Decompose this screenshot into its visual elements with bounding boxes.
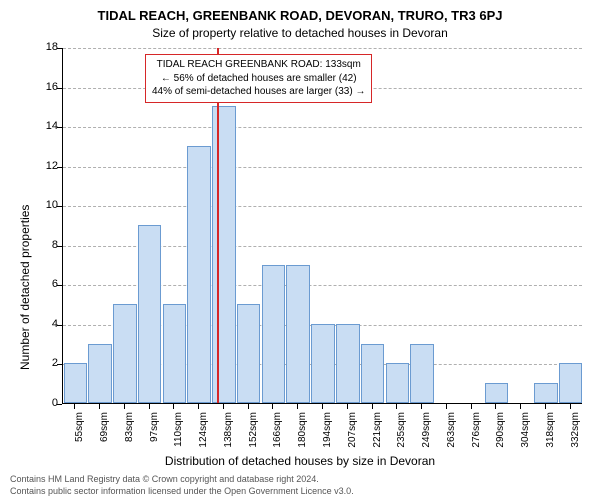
x-tick-mark xyxy=(198,404,199,409)
histogram-bar xyxy=(286,265,310,403)
histogram-bar xyxy=(113,304,137,403)
histogram-bar xyxy=(336,324,360,403)
x-axis-label: Distribution of detached houses by size … xyxy=(0,454,600,468)
histogram-bar xyxy=(262,265,286,403)
x-tick-label: 194sqm xyxy=(322,412,333,452)
y-tick-label: 18 xyxy=(28,41,58,53)
x-tick-mark xyxy=(446,404,447,409)
x-tick-label: 276sqm xyxy=(471,412,482,452)
grid-line xyxy=(63,48,582,49)
y-tick-label: 2 xyxy=(28,357,58,369)
grid-line xyxy=(63,127,582,128)
x-tick-mark xyxy=(396,404,397,409)
y-tick-label: 16 xyxy=(28,81,58,93)
y-tick-label: 14 xyxy=(28,120,58,132)
histogram-bar xyxy=(88,344,112,403)
x-tick-mark xyxy=(347,404,348,409)
y-tick-label: 12 xyxy=(28,160,58,172)
histogram-bar xyxy=(64,363,88,403)
x-tick-mark xyxy=(495,404,496,409)
histogram-bar xyxy=(534,383,558,403)
y-tick-label: 10 xyxy=(28,199,58,211)
histogram-bar xyxy=(237,304,261,403)
x-tick-label: 124sqm xyxy=(198,412,209,452)
histogram-bar xyxy=(138,225,162,403)
grid-line xyxy=(63,206,582,207)
x-tick-label: 235sqm xyxy=(396,412,407,452)
chart-container: TIDAL REACH, GREENBANK ROAD, DEVORAN, TR… xyxy=(0,0,600,500)
copyright-note-2: Contains public sector information licen… xyxy=(10,486,354,496)
x-tick-mark xyxy=(520,404,521,409)
x-tick-mark xyxy=(322,404,323,409)
histogram-bar xyxy=(187,146,211,403)
x-tick-mark xyxy=(248,404,249,409)
histogram-bar xyxy=(485,383,509,403)
x-tick-label: 332sqm xyxy=(570,412,581,452)
copyright-note-1: Contains HM Land Registry data © Crown c… xyxy=(10,474,319,484)
x-tick-mark xyxy=(223,404,224,409)
plot-area: TIDAL REACH GREENBANK ROAD: 133sqm← 56% … xyxy=(62,48,582,404)
x-tick-label: 138sqm xyxy=(223,412,234,452)
x-tick-mark xyxy=(74,404,75,409)
x-tick-mark xyxy=(272,404,273,409)
x-tick-label: 152sqm xyxy=(248,412,259,452)
y-tick-mark xyxy=(57,404,62,405)
histogram-bar xyxy=(311,324,335,403)
x-tick-label: 304sqm xyxy=(520,412,531,452)
x-tick-mark xyxy=(471,404,472,409)
y-tick-label: 0 xyxy=(28,397,58,409)
x-tick-label: 55sqm xyxy=(74,412,85,452)
histogram-bar xyxy=(410,344,434,403)
x-tick-mark xyxy=(297,404,298,409)
property-annotation: TIDAL REACH GREENBANK ROAD: 133sqm← 56% … xyxy=(145,54,372,103)
x-tick-mark xyxy=(570,404,571,409)
x-tick-mark xyxy=(421,404,422,409)
histogram-bar xyxy=(386,363,410,403)
x-tick-mark xyxy=(173,404,174,409)
x-tick-label: 110sqm xyxy=(173,412,184,452)
y-tick-label: 6 xyxy=(28,278,58,290)
x-tick-label: 249sqm xyxy=(421,412,432,452)
x-tick-mark xyxy=(149,404,150,409)
y-tick-label: 8 xyxy=(28,239,58,251)
x-tick-label: 97sqm xyxy=(149,412,160,452)
x-tick-label: 221sqm xyxy=(372,412,383,452)
histogram-bar xyxy=(361,344,385,403)
x-tick-mark xyxy=(372,404,373,409)
histogram-bar xyxy=(163,304,187,403)
x-tick-label: 69sqm xyxy=(99,412,110,452)
histogram-bar xyxy=(559,363,583,403)
x-tick-label: 83sqm xyxy=(124,412,135,452)
x-tick-label: 166sqm xyxy=(272,412,283,452)
x-tick-label: 318sqm xyxy=(545,412,556,452)
x-tick-label: 263sqm xyxy=(446,412,457,452)
x-tick-label: 180sqm xyxy=(297,412,308,452)
x-tick-mark xyxy=(545,404,546,409)
x-tick-mark xyxy=(124,404,125,409)
chart-subtitle: Size of property relative to detached ho… xyxy=(0,26,600,40)
chart-title: TIDAL REACH, GREENBANK ROAD, DEVORAN, TR… xyxy=(0,8,600,23)
x-tick-mark xyxy=(99,404,100,409)
x-tick-label: 290sqm xyxy=(495,412,506,452)
x-tick-label: 207sqm xyxy=(347,412,358,452)
y-tick-label: 4 xyxy=(28,318,58,330)
grid-line xyxy=(63,167,582,168)
